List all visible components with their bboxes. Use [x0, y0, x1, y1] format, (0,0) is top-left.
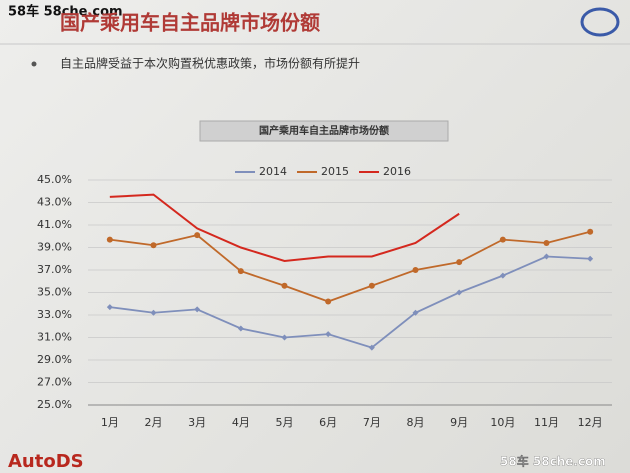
point — [499, 272, 506, 279]
y-tick-label: 41.0% — [37, 218, 72, 231]
point — [456, 259, 463, 266]
chart-title-box — [199, 120, 449, 142]
point — [281, 334, 288, 341]
legend-label: 2015 — [321, 165, 349, 178]
y-tick-label: 29.0% — [37, 353, 72, 366]
point — [325, 298, 332, 305]
header-title: 国产乘用车自主品牌市场份额 — [60, 11, 320, 35]
y-tick-label: 35.0% — [37, 286, 72, 299]
point — [543, 240, 550, 246]
point — [543, 253, 550, 260]
bullet-text: 自主品牌受益于本次购置税优惠政策，市场份额有所提升 — [60, 56, 360, 71]
x-tick-label: 12月 — [578, 416, 603, 429]
point — [368, 344, 375, 351]
point — [237, 325, 244, 332]
point — [237, 268, 244, 275]
point — [587, 255, 594, 262]
logo-icon — [580, 7, 620, 37]
point — [194, 232, 201, 239]
point — [106, 304, 113, 311]
point — [194, 306, 201, 313]
point — [499, 236, 506, 243]
series-line — [109, 230, 591, 303]
chart-title: 国产乘用车自主品牌市场份额 — [259, 124, 389, 137]
y-tick-label: 45.0% — [37, 173, 72, 186]
point — [281, 282, 288, 289]
y-tick-label: 37.0% — [37, 263, 72, 276]
x-tick-label: 9月 — [450, 416, 468, 429]
point — [456, 289, 463, 296]
x-tick-label: 8月 — [407, 416, 425, 429]
x-tick-label: 7月 — [363, 416, 381, 429]
point — [150, 242, 157, 249]
point — [412, 309, 419, 316]
y-tick-label: 43.0% — [37, 196, 72, 209]
y-tick-label: 27.0% — [37, 376, 72, 389]
point — [150, 309, 157, 316]
x-tick-label: 1月 — [101, 416, 119, 429]
y-tick-label: 25.0% — [37, 398, 72, 411]
y-tick-label: 39.0% — [37, 241, 72, 254]
x-tick-label: 3月 — [188, 416, 206, 429]
series-line — [109, 255, 591, 349]
legend-label: 2014 — [259, 165, 287, 178]
point — [412, 267, 419, 273]
legend-label: 2016 — [383, 165, 411, 178]
series-line — [109, 193, 460, 263]
bullet-dot — [31, 61, 37, 67]
x-tick-label: 2月 — [145, 416, 163, 429]
watermark: 58车 58che.com — [8, 4, 123, 20]
footer-logo: AutoDS — [8, 451, 84, 472]
footer-watermark: 58车 58che.com — [500, 454, 606, 469]
y-tick-label: 33.0% — [37, 308, 72, 321]
x-tick-label: 10月 — [490, 416, 515, 429]
point — [587, 228, 594, 235]
point — [325, 331, 332, 338]
point — [368, 282, 375, 289]
point — [106, 236, 113, 243]
x-tick-label: 6月 — [319, 416, 337, 429]
y-tick-label: 31.0% — [37, 331, 72, 344]
x-tick-label: 5月 — [276, 416, 294, 429]
x-tick-label: 11月 — [534, 416, 559, 429]
x-tick-label: 4月 — [232, 416, 250, 429]
